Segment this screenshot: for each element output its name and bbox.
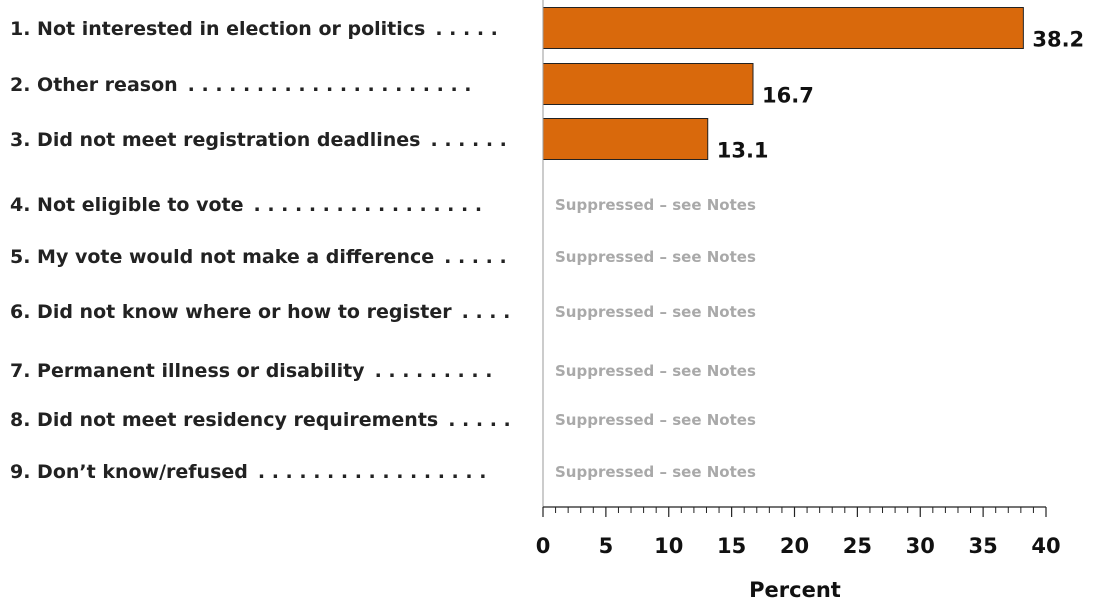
leader-dots: . . . . . .: [431, 129, 507, 151]
value-label: 13.1: [717, 139, 769, 163]
x-tick-label: 35: [969, 534, 998, 558]
x-axis-title: Percent: [749, 578, 841, 602]
x-tick-label: 30: [906, 534, 935, 558]
category-label: 5. My vote would not make a difference: [10, 246, 434, 268]
suppressed-label: Suppressed – see Notes: [555, 463, 756, 481]
suppressed-label: Suppressed – see Notes: [555, 303, 756, 321]
bar: [542, 118, 709, 160]
suppressed-label: Suppressed – see Notes: [555, 362, 756, 380]
leader-dots: . . . . .: [444, 246, 507, 268]
x-tick-label: 40: [1031, 534, 1060, 558]
leader-dots: . . . . . . . . . . . . . . . . .: [258, 461, 487, 483]
value-label: 16.7: [762, 84, 814, 108]
x-tick-label: 15: [717, 534, 746, 558]
value-label: 38.2: [1032, 28, 1084, 52]
x-tick-label: 25: [843, 534, 872, 558]
bar: [542, 7, 1024, 49]
x-tick-label: 0: [536, 534, 551, 558]
leader-dots: . . . . . . . . . . . . . . . . .: [254, 194, 483, 216]
category-label: 9. Don’t know/refused: [10, 461, 248, 483]
category-label: 8. Did not meet residency requirements: [10, 409, 438, 431]
leader-dots: . . . . . . . . . . . . . . . . . . . . …: [188, 74, 472, 96]
category-label: 4. Not eligible to vote: [10, 194, 244, 216]
leader-dots: . . . . .: [448, 409, 511, 431]
suppressed-label: Suppressed – see Notes: [555, 196, 756, 214]
category-label: 6. Did not know where or how to register: [10, 301, 452, 323]
leader-dots: . . . .: [462, 301, 511, 323]
x-axis: 0 5 10 15 20 25 30 35 40: [536, 0, 1061, 558]
x-tick-label: 20: [780, 534, 809, 558]
suppressed-label: Suppressed – see Notes: [555, 248, 756, 266]
x-tick-label: 10: [654, 534, 683, 558]
category-labels: 1. Not interested in election or politic…: [10, 18, 511, 483]
category-label: 3. Did not meet registration deadlines: [10, 129, 421, 151]
leader-dots: . . . . . . . . .: [375, 360, 493, 382]
bars: 38.2 16.7 13.1 Suppressed – see Notes Suppre…: [542, 7, 1084, 481]
leader-dots: . . . . .: [435, 18, 498, 40]
category-label: 1. Not interested in election or politic…: [10, 18, 425, 40]
bar: [542, 63, 754, 105]
suppressed-label: Suppressed – see Notes: [555, 411, 756, 429]
category-label: 7. Permanent illness or disability: [10, 360, 365, 382]
x-tick-label: 5: [599, 534, 614, 558]
category-label: 2. Other reason: [10, 74, 178, 96]
